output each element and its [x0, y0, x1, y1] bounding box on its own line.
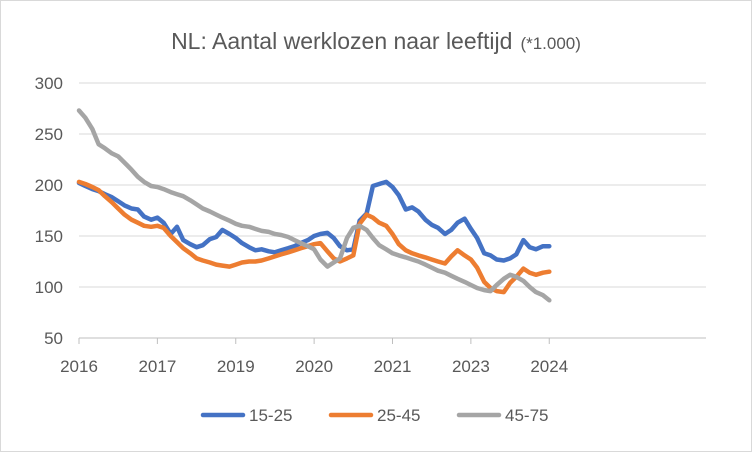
series-line-15-25	[76, 179, 552, 263]
chart-title: NL: Aantal werklozen naar leeftijd (*1.00…	[171, 28, 581, 54]
svg-text:NL: Aantal werklozen naar leef: NL: Aantal werklozen naar leeftijd (*1.00…	[171, 28, 581, 54]
x-tick-label: 2017	[138, 357, 176, 376]
series-line-45-75	[76, 108, 552, 303]
y-tick-label: 300	[35, 74, 63, 93]
series-line-25-45	[76, 179, 552, 295]
legend-label: 45-75	[505, 406, 548, 425]
x-tick-label: 2020	[295, 357, 333, 376]
legend: 15-25 25-45 45-75	[200, 406, 548, 425]
x-tick-label: 2024	[530, 357, 568, 376]
x-tick-label: 2023	[452, 357, 490, 376]
chart-title-suffix: (*1.000)	[520, 34, 580, 53]
x-tick-label: 2019	[217, 357, 255, 376]
y-tick-label: 50	[44, 329, 63, 348]
axes: 50 100 150 200 250 300 2016 2017 2019 2020 2021 202…	[35, 74, 706, 376]
x-tick-label: 2016	[60, 357, 98, 376]
legend-label: 25-45	[377, 406, 420, 425]
y-tick-label: 250	[35, 125, 63, 144]
legend-label: 15-25	[249, 406, 292, 425]
series-lines	[76, 108, 552, 303]
x-tick-label: 2021	[374, 357, 412, 376]
y-tick-label: 200	[35, 176, 63, 195]
chart-title-text: NL: Aantal werklozen naar leeftijd	[171, 28, 512, 54]
y-tick-label: 150	[35, 227, 63, 246]
y-tick-label: 100	[35, 278, 63, 297]
